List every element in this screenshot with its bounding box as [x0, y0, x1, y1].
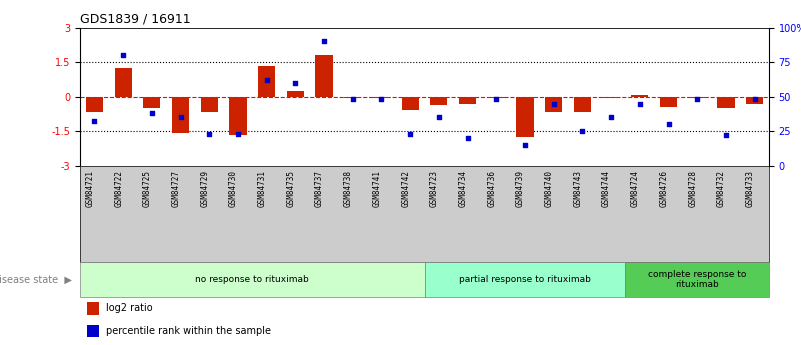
Bar	[172, 97, 189, 134]
Text: GSM84740: GSM84740	[545, 170, 553, 207]
Text: GSM84729: GSM84729	[200, 170, 209, 207]
Point	[748, 97, 761, 102]
Bar	[689, 97, 706, 98]
Bar	[229, 97, 247, 135]
Text: GSM84733: GSM84733	[746, 170, 755, 207]
Text: GSM84734: GSM84734	[459, 170, 468, 207]
Text: GSM84738: GSM84738	[344, 170, 352, 207]
Bar	[143, 97, 160, 108]
Bar	[200, 97, 218, 111]
Text: disease state  ▶: disease state ▶	[0, 275, 72, 284]
Text: GSM84728: GSM84728	[688, 170, 697, 207]
Text: GSM84742: GSM84742	[401, 170, 410, 207]
Point	[174, 115, 187, 120]
Text: GSM84722: GSM84722	[115, 170, 123, 207]
Bar	[459, 97, 476, 104]
Point	[346, 97, 359, 102]
Text: percentile rank within the sample: percentile rank within the sample	[107, 326, 272, 336]
Point	[88, 119, 101, 124]
Point	[662, 121, 675, 127]
Text: partial response to rituximab: partial response to rituximab	[459, 275, 591, 284]
Bar	[631, 96, 648, 97]
Bar	[545, 97, 562, 111]
Text: GSM84732: GSM84732	[717, 170, 726, 207]
Bar	[287, 91, 304, 97]
Point	[547, 101, 560, 106]
Text: no response to rituximab: no response to rituximab	[195, 275, 309, 284]
Bar	[87, 325, 99, 337]
Text: GSM84727: GSM84727	[171, 170, 180, 207]
Bar	[344, 97, 361, 98]
Point	[289, 80, 302, 86]
Bar	[86, 97, 103, 111]
Bar	[574, 97, 591, 111]
Point	[634, 101, 646, 106]
Text: GDS1839 / 16911: GDS1839 / 16911	[80, 12, 191, 25]
Text: GSM84730: GSM84730	[229, 170, 238, 207]
Text: GSM84721: GSM84721	[86, 170, 95, 207]
Bar	[115, 68, 131, 97]
Bar	[430, 97, 448, 105]
FancyBboxPatch shape	[80, 262, 425, 297]
Bar	[401, 97, 419, 110]
Point	[690, 97, 703, 102]
Text: GSM84731: GSM84731	[258, 170, 267, 207]
Point	[231, 131, 244, 137]
Bar	[717, 97, 735, 108]
Bar	[316, 55, 332, 97]
Point	[318, 39, 331, 44]
Text: GSM84744: GSM84744	[602, 170, 611, 207]
Text: GSM84723: GSM84723	[430, 170, 439, 207]
Point	[260, 77, 273, 83]
Text: GSM84726: GSM84726	[659, 170, 669, 207]
Text: complete response to
rituximab: complete response to rituximab	[648, 270, 747, 289]
Bar	[746, 97, 763, 104]
Point	[576, 128, 589, 134]
Text: GSM84743: GSM84743	[574, 170, 582, 207]
FancyBboxPatch shape	[626, 262, 769, 297]
FancyBboxPatch shape	[425, 262, 626, 297]
Bar	[258, 66, 276, 97]
Point	[461, 135, 474, 141]
Text: GSM84739: GSM84739	[516, 170, 525, 207]
Point	[518, 142, 531, 148]
Text: GSM84725: GSM84725	[143, 170, 152, 207]
Bar	[87, 302, 99, 315]
Bar	[602, 97, 620, 98]
Point	[404, 131, 417, 137]
Point	[490, 97, 503, 102]
Text: log2 ratio: log2 ratio	[107, 303, 153, 313]
Point	[605, 115, 618, 120]
Point	[117, 52, 130, 58]
Point	[719, 132, 732, 138]
Point	[203, 131, 215, 137]
Bar	[660, 97, 677, 107]
Point	[375, 97, 388, 102]
Text: GSM84737: GSM84737	[315, 170, 324, 207]
Point	[433, 115, 445, 120]
Text: GSM84736: GSM84736	[487, 170, 497, 207]
Text: GSM84724: GSM84724	[631, 170, 640, 207]
Text: GSM84735: GSM84735	[287, 170, 296, 207]
Text: GSM84741: GSM84741	[372, 170, 381, 207]
Bar	[517, 97, 533, 137]
Point	[146, 110, 159, 116]
Bar	[372, 97, 390, 98]
Bar	[488, 97, 505, 98]
